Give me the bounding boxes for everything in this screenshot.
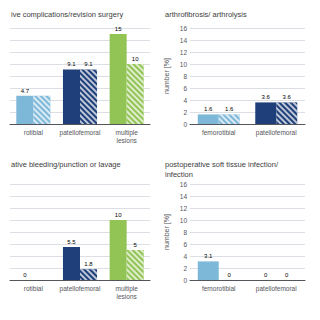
svg-text:rotibial: rotibial — [24, 285, 44, 292]
svg-text:3.6: 3.6 — [283, 94, 292, 100]
svg-text:1.6: 1.6 — [225, 106, 234, 112]
svg-text:patellofemoral: patellofemoral — [256, 129, 297, 137]
svg-text:0: 0 — [183, 277, 187, 284]
svg-text:multiple: multiple — [115, 129, 138, 137]
svg-text:4: 4 — [183, 97, 187, 104]
svg-text:ative bleeding/punction or lav: ative bleeding/punction or lavage — [11, 160, 121, 169]
svg-text:postoperative soft tissue infe: postoperative soft tissue infection/ — [165, 160, 279, 169]
svg-text:14: 14 — [180, 37, 188, 44]
svg-text:5.5: 5.5 — [67, 239, 76, 245]
svg-text:lesions: lesions — [117, 293, 138, 300]
svg-text:1.6: 1.6 — [204, 106, 213, 112]
svg-text:12: 12 — [180, 49, 188, 56]
svg-text:multiple: multiple — [115, 285, 138, 293]
svg-text:3.1: 3.1 — [204, 253, 213, 259]
svg-text:lesions: lesions — [117, 137, 138, 144]
svg-text:number [%]: number [%] — [163, 58, 171, 94]
svg-text:15: 15 — [115, 26, 122, 32]
svg-text:patellofemoral: patellofemoral — [60, 129, 101, 137]
svg-text:10: 10 — [180, 61, 188, 68]
svg-text:patellofemoral: patellofemoral — [60, 285, 101, 293]
svg-text:6: 6 — [183, 241, 187, 248]
svg-text:1.8: 1.8 — [84, 261, 93, 267]
svg-text:16: 16 — [180, 181, 188, 188]
svg-text:8: 8 — [183, 229, 187, 236]
svg-text:arthrofibrosis/ arthrolysis: arthrofibrosis/ arthrolysis — [165, 10, 247, 19]
svg-text:4: 4 — [183, 253, 187, 260]
svg-text:0: 0 — [264, 272, 268, 278]
svg-text:8: 8 — [183, 73, 187, 80]
svg-text:femorotibial: femorotibial — [202, 129, 236, 136]
svg-text:10: 10 — [132, 56, 139, 62]
svg-text:9.1: 9.1 — [84, 61, 93, 67]
svg-text:femorotibial: femorotibial — [202, 285, 236, 292]
svg-text:4.7: 4.7 — [21, 88, 30, 94]
svg-text:0: 0 — [228, 272, 232, 278]
svg-text:2: 2 — [183, 265, 187, 272]
svg-text:number [%]: number [%] — [163, 214, 171, 250]
svg-text:rotibial: rotibial — [24, 129, 44, 136]
svg-text:infection: infection — [165, 170, 193, 179]
svg-text:0: 0 — [183, 121, 187, 128]
svg-text:14: 14 — [180, 193, 188, 200]
svg-text:3.6: 3.6 — [262, 94, 271, 100]
svg-text:ive complications/revision sur: ive complications/revision surgery — [11, 10, 123, 19]
svg-text:6: 6 — [183, 85, 187, 92]
svg-text:9.1: 9.1 — [67, 61, 76, 67]
svg-text:12: 12 — [180, 205, 188, 212]
svg-text:2: 2 — [183, 109, 187, 116]
svg-text:16: 16 — [180, 25, 188, 32]
svg-text:5: 5 — [134, 242, 138, 248]
svg-text:patellofemoral: patellofemoral — [256, 285, 297, 293]
svg-text:0: 0 — [23, 272, 27, 278]
svg-text:10: 10 — [180, 217, 188, 224]
svg-text:0: 0 — [285, 272, 289, 278]
svg-text:10: 10 — [115, 212, 122, 218]
